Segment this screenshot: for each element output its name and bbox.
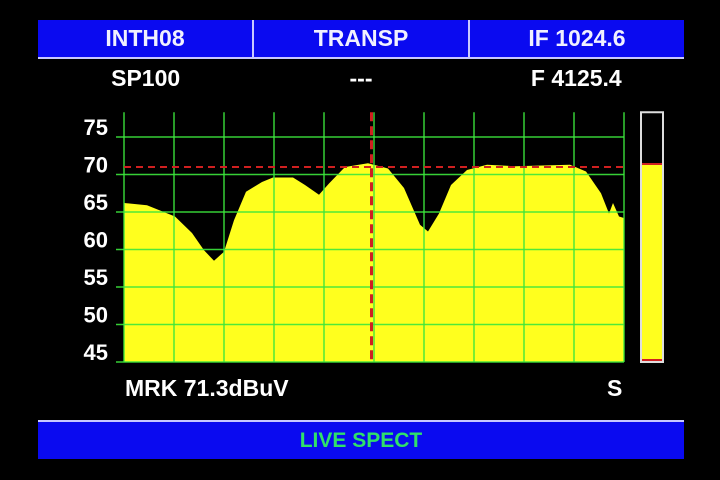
center-value: --- <box>349 64 373 91</box>
marker-flag: S <box>607 375 623 401</box>
if-frequency[interactable]: IF 1024.6 <box>468 20 684 57</box>
frequency-value: F 4125.4 <box>530 64 622 91</box>
level-meter-fill <box>642 164 662 361</box>
y-tick-label: 60 <box>84 228 108 253</box>
subheader: SP100 --- F 4125.4 <box>38 62 684 94</box>
span-value: SP100 <box>111 64 181 91</box>
y-tick-label: 65 <box>84 190 108 215</box>
y-tick-label: 45 <box>84 340 108 365</box>
mode-status: LIVE SPECT <box>299 428 423 452</box>
y-tick-label: 75 <box>84 115 108 140</box>
header-bar: INTH08 TRANSP IF 1024.6 <box>38 20 684 59</box>
marker-readout: MRK 71.3dBuV <box>125 375 289 401</box>
y-tick-label: 70 <box>84 153 108 178</box>
y-tick-label: 50 <box>84 303 108 328</box>
type-label[interactable]: TRANSP <box>252 20 468 57</box>
y-tick-label: 55 <box>84 265 108 290</box>
mode-label[interactable]: INTH08 <box>105 25 185 51</box>
footer-bar: LIVE SPECT <box>38 420 684 459</box>
